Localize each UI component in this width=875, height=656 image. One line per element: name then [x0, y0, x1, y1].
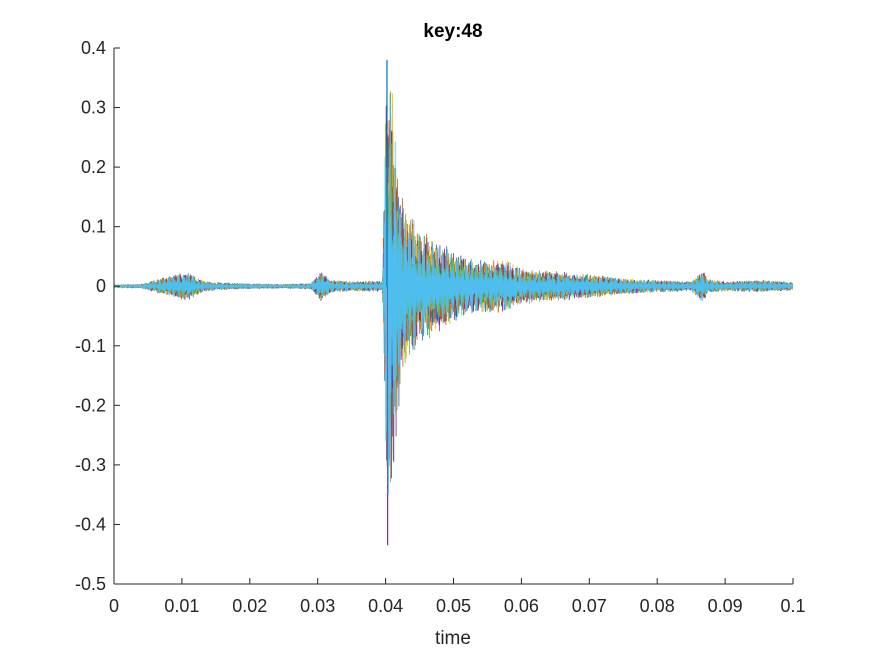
x-tick-label: 0.1 [780, 596, 805, 616]
x-tick-label: 0.06 [504, 596, 539, 616]
y-tick-label: 0.3 [81, 98, 106, 118]
x-tick-label: 0 [109, 596, 119, 616]
x-axis-label: time [435, 628, 471, 649]
y-tick-label: -0.4 [75, 514, 106, 534]
y-tick-label: -0.5 [75, 574, 106, 594]
x-tick-label: 0.07 [572, 596, 607, 616]
axes-layer: 0 0.01 0.02 0.03 0.04 0.05 0.06 0.07 0.08 0.09 0.1… [75, 38, 806, 616]
chart-title: key:48 [423, 21, 482, 42]
y-tick-label: 0.4 [81, 38, 106, 58]
y-tick-label: 0 [96, 276, 106, 296]
y-tick-label: -0.2 [75, 395, 106, 415]
x-tick-label: 0.03 [300, 596, 335, 616]
plot-area [114, 59, 793, 546]
y-tick-label: 0.2 [81, 157, 106, 177]
x-tick-label: 0.08 [640, 596, 675, 616]
x-tick-label: 0.04 [368, 596, 403, 616]
x-tick-label: 0.05 [436, 596, 471, 616]
y-tick-label: -0.1 [75, 336, 106, 356]
x-tick-label: 0.09 [708, 596, 743, 616]
y-tick-label: 0.1 [81, 217, 106, 237]
y-tick-label: -0.3 [75, 455, 106, 475]
x-tick-label: 0.02 [232, 596, 267, 616]
x-tick-label: 0.01 [164, 596, 199, 616]
series-line-6 [114, 101, 793, 467]
series-layer [114, 59, 793, 546]
